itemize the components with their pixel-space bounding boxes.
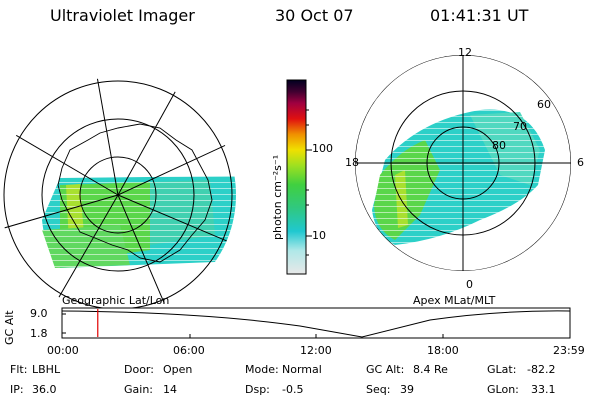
info-glon-val: 33.1 <box>531 383 556 396</box>
xtick-1800: 18:00 <box>427 344 459 357</box>
magnetic-map <box>355 55 571 271</box>
colorbar <box>286 79 312 275</box>
info-door-val: Open <box>163 363 193 376</box>
mlat-label-80: 80 <box>492 139 506 152</box>
altitude-ylabel: GC Alt <box>3 310 16 345</box>
right-aurora-image <box>370 105 550 250</box>
mlt-label-12: 12 <box>458 46 472 59</box>
altitude-plot <box>61 307 571 339</box>
info-seq-val: 39 <box>400 383 414 396</box>
altitude-ytick-1-8: 1.8 <box>30 327 48 340</box>
mlt-label-0: 0 <box>466 278 473 291</box>
info-flt-key: Flt: <box>10 363 28 376</box>
geographic-caption: Geographic Lat/Lon <box>62 294 170 307</box>
instrument-title: Ultraviolet Imager <box>50 6 195 25</box>
info-seq-key: Seq: <box>366 383 391 396</box>
colorbar-tick-10: 10 <box>312 229 326 242</box>
xtick-1200: 12:00 <box>300 344 332 357</box>
left-aurora-image <box>40 175 236 270</box>
xtick-0600: 06:00 <box>173 344 205 357</box>
info-gain-key: Gain: <box>124 383 153 396</box>
mlt-label-18: 18 <box>345 156 359 169</box>
info-ip-val: 36.0 <box>32 383 57 396</box>
mlat-label-70: 70 <box>513 120 527 133</box>
geographic-map <box>0 77 236 313</box>
colorbar-unit-label: photon cm⁻²s⁻¹ <box>271 154 284 240</box>
mlat-label-60: 60 <box>537 98 551 111</box>
date-label: 30 Oct 07 <box>275 6 354 25</box>
info-glat-key: GLat: <box>487 363 517 376</box>
info-gcalt-key: GC Alt: <box>366 363 405 376</box>
info-glat-val: -82.2 <box>527 363 556 376</box>
info-gain-val: 14 <box>163 383 177 396</box>
xtick-0000: 00:00 <box>47 344 79 357</box>
info-mode-key: Mode: <box>245 363 279 376</box>
info-flt-val: LBHL <box>32 363 61 376</box>
mlt-label-6: 6 <box>577 156 584 169</box>
time-label: 01:41:31 UT <box>430 6 529 25</box>
xtick-2359: 23:59 <box>553 344 585 357</box>
info-gcalt-val: 8.4 Re <box>413 363 448 376</box>
info-dsp-key: Dsp: <box>245 383 270 396</box>
colorbar-tick-100: 100 <box>312 142 333 155</box>
info-dsp-val: -0.5 <box>282 383 304 396</box>
altitude-ytick-9: 9.0 <box>30 307 48 320</box>
info-ip-key: IP: <box>10 383 24 396</box>
info-door-key: Door: <box>124 363 154 376</box>
info-mode-val: Normal <box>282 363 322 376</box>
continent-outline <box>57 123 213 263</box>
magnetic-caption: Apex MLat/MLT <box>413 294 496 307</box>
info-glon-key: GLon: <box>487 383 519 396</box>
